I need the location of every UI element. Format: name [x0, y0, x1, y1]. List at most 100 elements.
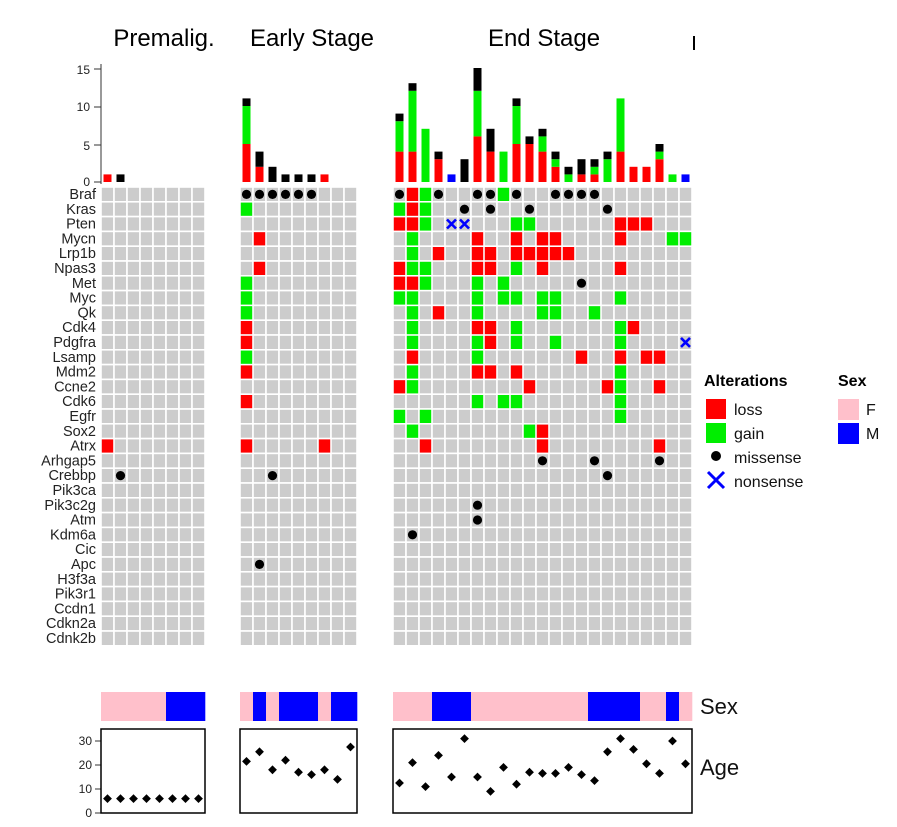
matrix-cell — [265, 600, 280, 618]
matrix-cell — [165, 452, 180, 469]
matrix-cell — [509, 511, 524, 529]
gain-cell — [240, 306, 253, 320]
matrix-cell — [278, 260, 293, 277]
gain-cell — [549, 291, 562, 305]
matrix-cell — [126, 260, 141, 277]
matrix-cell — [265, 201, 280, 218]
matrix-cell — [178, 408, 193, 425]
gain-cell — [614, 321, 627, 335]
matrix-cell — [574, 511, 589, 529]
count-bar-gain — [538, 136, 547, 152]
matrix-cell — [113, 348, 128, 366]
count-bar-gain — [603, 159, 612, 182]
matrix-cell — [535, 274, 550, 292]
matrix-cell — [548, 482, 563, 499]
loss-cell — [406, 202, 419, 216]
matrix-cell — [496, 348, 511, 366]
matrix-cell — [113, 393, 128, 410]
matrix-cell — [191, 319, 206, 336]
matrix-cell — [522, 274, 537, 292]
gene-label-pdgfra: Pdgfra — [53, 335, 97, 351]
matrix-cell — [444, 393, 459, 410]
matrix-cell — [330, 511, 345, 529]
matrix-cell — [535, 378, 550, 395]
matrix-cell — [239, 467, 254, 484]
gain-cell — [406, 261, 419, 275]
matrix-cell — [509, 526, 524, 544]
matrix-cell — [152, 215, 167, 233]
matrix-cell — [483, 408, 498, 425]
matrix-cell — [678, 274, 693, 292]
matrix-cell — [291, 245, 306, 262]
matrix-cell — [470, 215, 485, 233]
matrix-cell — [265, 245, 280, 262]
age-point — [564, 763, 573, 772]
gene-label-braf: Braf — [69, 187, 97, 203]
age-panel-frame — [100, 728, 206, 814]
count-tick-5: 5 — [83, 139, 90, 153]
loss-cell — [419, 439, 432, 453]
matrix-cell — [548, 215, 563, 233]
matrix-cell — [304, 289, 319, 307]
matrix-cell — [291, 215, 306, 233]
matrix-cell — [152, 393, 167, 410]
matrix-cell — [587, 511, 602, 529]
matrix-cell — [483, 467, 498, 484]
matrix-cell — [126, 304, 141, 321]
matrix-cell — [587, 378, 602, 395]
matrix-cell — [652, 304, 667, 321]
matrix-cell — [113, 570, 128, 588]
matrix-cell — [483, 274, 498, 292]
matrix-cell — [392, 541, 407, 558]
matrix-cell — [113, 304, 128, 321]
loss-cell — [523, 247, 536, 261]
matrix-cell — [343, 245, 358, 262]
matrix-cell — [665, 526, 680, 544]
matrix-cell — [639, 186, 654, 203]
matrix-cell — [317, 600, 332, 618]
matrix-cell — [252, 482, 267, 499]
matrix-cell — [100, 363, 115, 381]
matrix-cell — [574, 408, 589, 425]
matrix-cell — [317, 496, 332, 514]
matrix-cell — [587, 201, 602, 218]
matrix-cell — [278, 630, 293, 647]
matrix-cell — [139, 230, 154, 247]
matrix-cell — [330, 496, 345, 514]
matrix-cell — [483, 215, 498, 233]
matrix-cell — [291, 482, 306, 499]
matrix-cell — [191, 482, 206, 499]
matrix-cell — [535, 201, 550, 218]
matrix-cell — [652, 274, 667, 292]
matrix-cell — [139, 289, 154, 307]
matrix-cell — [652, 363, 667, 381]
matrix-cell — [100, 422, 115, 440]
matrix-cell — [613, 570, 628, 588]
matrix-cell — [317, 334, 332, 351]
matrix-cell — [165, 615, 180, 632]
matrix-cell — [561, 570, 576, 588]
loss-cell — [240, 395, 253, 409]
matrix-cell — [405, 467, 420, 484]
missense-dot — [563, 189, 574, 199]
matrix-cell — [561, 348, 576, 366]
gene-label-kdm6a: Kdm6a — [50, 527, 97, 543]
matrix-cell — [418, 348, 433, 366]
matrix-cell — [139, 201, 154, 218]
matrix-cell — [178, 201, 193, 218]
matrix-cell — [317, 186, 332, 203]
missense-dot — [254, 189, 265, 199]
matrix-cell — [343, 393, 358, 410]
matrix-cell — [100, 289, 115, 307]
matrix-cell — [444, 304, 459, 321]
matrix-cell — [152, 334, 167, 351]
matrix-cell — [613, 482, 628, 499]
matrix-cell — [431, 482, 446, 499]
matrix-cell — [126, 600, 141, 618]
matrix-cell — [665, 215, 680, 233]
matrix-cell — [304, 230, 319, 247]
age-point — [590, 776, 599, 785]
matrix-cell — [113, 437, 128, 455]
matrix-cell — [444, 496, 459, 514]
matrix-cell — [431, 541, 446, 558]
